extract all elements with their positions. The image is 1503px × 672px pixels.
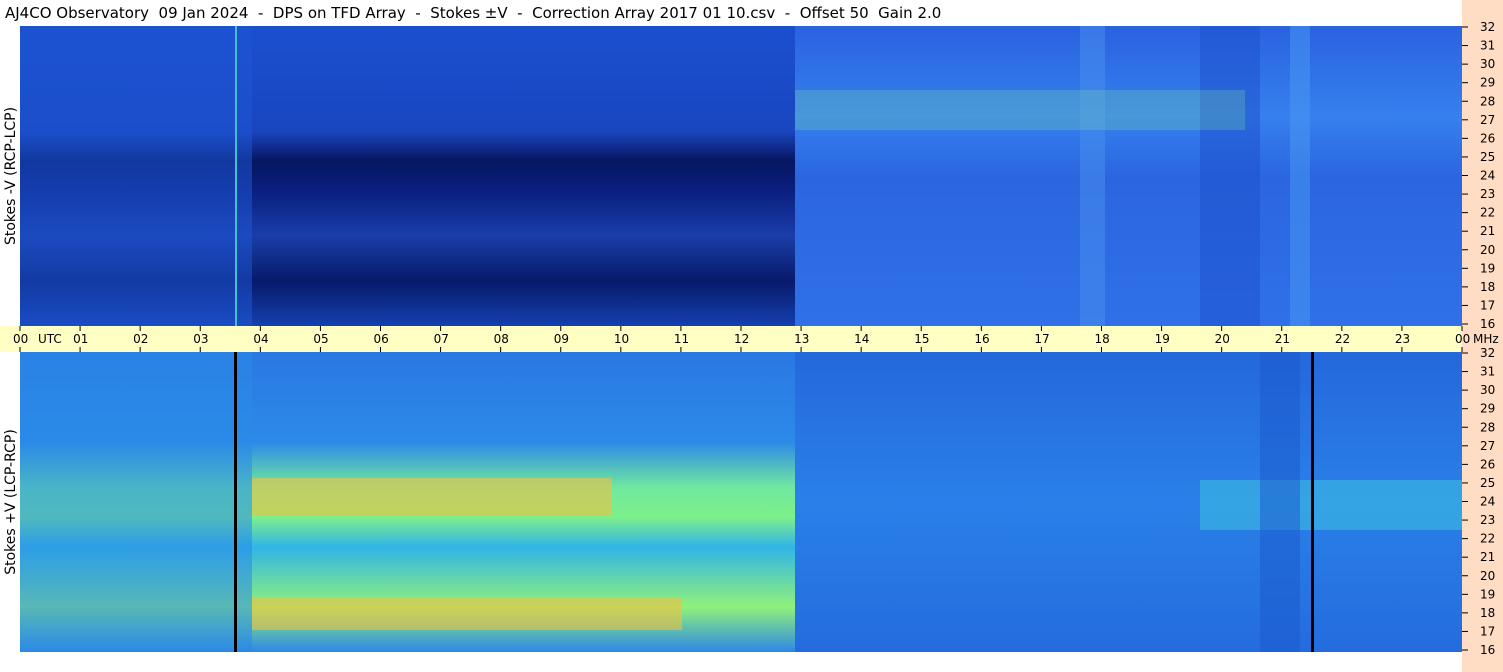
frequency-tick-label: 16 xyxy=(1480,643,1495,657)
frequency-tick-label: 26 xyxy=(1480,457,1495,471)
frequency-tick-label: 29 xyxy=(1480,76,1495,90)
time-tick-label: 07 xyxy=(434,332,449,346)
frequency-tick-label: 28 xyxy=(1480,420,1495,434)
time-tick-label: 00 xyxy=(1455,332,1470,346)
frequency-unit: MHz xyxy=(1473,332,1499,346)
frequency-tick-label: 31 xyxy=(1480,365,1495,379)
frequency-tick-label: 23 xyxy=(1480,513,1495,527)
time-tick-label: 09 xyxy=(554,332,569,346)
frequency-tick-label: 18 xyxy=(1480,606,1495,620)
time-tick-label: 02 xyxy=(133,332,148,346)
frequency-tick-label: 30 xyxy=(1480,57,1495,71)
time-tick-label: 20 xyxy=(1215,332,1230,346)
spectrum-top-early xyxy=(20,26,252,326)
time-tick-label: 16 xyxy=(974,332,989,346)
frequency-tick-label: 19 xyxy=(1480,261,1495,275)
time-tick-label: 23 xyxy=(1395,332,1410,346)
frequency-tick-label: 31 xyxy=(1480,39,1495,53)
time-tick-label: 12 xyxy=(734,332,749,346)
time-tick-label: 21 xyxy=(1275,332,1290,346)
frequency-strip xyxy=(1462,0,1503,672)
frequency-tick-label: 28 xyxy=(1480,94,1495,108)
frequency-tick-label: 18 xyxy=(1480,280,1495,294)
time-tick-label: 19 xyxy=(1155,332,1170,346)
spectrum-bottom-early xyxy=(20,352,252,652)
time-tick-label: 17 xyxy=(1034,332,1049,346)
frequency-tick-label: 17 xyxy=(1480,298,1495,312)
frequency-tick-label: 29 xyxy=(1480,402,1495,416)
time-tick-label: 13 xyxy=(794,332,809,346)
panel-label: Stokes +V (LCP-RCP) xyxy=(3,429,19,575)
frequency-tick-label: 32 xyxy=(1480,346,1495,360)
rfi-stripe xyxy=(1290,26,1310,326)
frequency-tick-label: 17 xyxy=(1480,624,1495,638)
frequency-tick-label: 20 xyxy=(1480,243,1495,257)
footer xyxy=(20,652,1462,672)
frequency-tick-label: 23 xyxy=(1480,187,1495,201)
time-tick-label: 03 xyxy=(193,332,208,346)
frequency-tick-label: 25 xyxy=(1480,476,1495,490)
rfi-stripe xyxy=(1200,26,1260,326)
time-tick-label: 00 xyxy=(13,332,28,346)
frequency-tick-label: 20 xyxy=(1480,569,1495,583)
frequency-tick-label: 22 xyxy=(1480,206,1495,220)
frequency-tick-label: 16 xyxy=(1480,317,1495,331)
frequency-tick-label: 27 xyxy=(1480,439,1495,453)
time-tick-label: 01 xyxy=(73,332,88,346)
time-tick-label: 05 xyxy=(313,332,328,346)
frequency-tick-label: 26 xyxy=(1480,131,1495,145)
frequency-tick-label: 21 xyxy=(1480,550,1495,564)
rfi-line xyxy=(1311,352,1314,652)
time-unit: UTC xyxy=(38,332,62,346)
hot-band xyxy=(252,598,682,630)
ticks: 32 31 30 29 28 27 26 25 24 23 22 21 20 19 18 17 16 32 31 30… xyxy=(13,20,1495,657)
time-axis-bar xyxy=(0,326,1462,352)
frequency-tick-label: 25 xyxy=(1480,150,1495,164)
frequency-tick-label: 32 xyxy=(1480,20,1495,34)
time-tick-label: 11 xyxy=(674,332,689,346)
band-right xyxy=(1200,480,1462,530)
title: AJ4CO Observatory 09 Jan 2024 - DPS on T… xyxy=(5,4,941,22)
time-tick-label: 08 xyxy=(494,332,509,346)
frequency-tick-label: 22 xyxy=(1480,532,1495,546)
frequency-tick-label: 24 xyxy=(1480,169,1495,183)
time-tick-label: 22 xyxy=(1335,332,1350,346)
frequency-tick-label: 19 xyxy=(1480,587,1495,601)
rfi-stripe xyxy=(1260,352,1300,652)
time-tick-label: 04 xyxy=(253,332,268,346)
frequency-tick-label: 30 xyxy=(1480,383,1495,397)
spectrum-top-right xyxy=(795,26,1462,326)
time-tick-label: 06 xyxy=(374,332,389,346)
time-tick-label: 15 xyxy=(914,332,929,346)
frequency-tick-label: 27 xyxy=(1480,113,1495,127)
time-tick-label: 18 xyxy=(1095,332,1110,346)
frequency-tick-label: 21 xyxy=(1480,224,1495,238)
rfi-line xyxy=(235,26,237,326)
rfi-stripe xyxy=(1080,26,1105,326)
burst-area xyxy=(795,90,1245,130)
hot-band xyxy=(252,478,612,516)
time-tick-label: 10 xyxy=(614,332,629,346)
panel-label: Stokes -V (RCP-LCP) xyxy=(3,107,19,245)
rfi-line xyxy=(234,352,237,652)
time-tick-label: 14 xyxy=(854,332,869,346)
frequency-tick-label: 24 xyxy=(1480,495,1495,509)
